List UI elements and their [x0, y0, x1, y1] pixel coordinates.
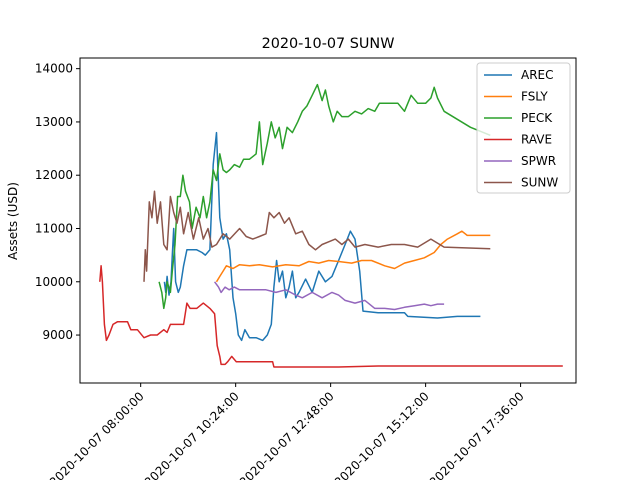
series-line-rave	[99, 265, 563, 368]
x-tick-label: 2020-10-07 17:36:00	[427, 389, 527, 480]
x-tick-label: 2020-10-07 15:12:00	[332, 389, 432, 480]
x-tick-label: 2020-10-07 10:24:00	[142, 389, 242, 480]
y-axis-label: Assets (USD)	[6, 182, 20, 260]
series-line-spwr	[213, 281, 445, 311]
series-line-arec	[163, 131, 481, 342]
legend-label-arec: AREC	[521, 68, 554, 82]
y-tick-label: 12000	[35, 168, 73, 182]
legend: AREC FSLY PECK RAVE SPWR SUNW	[476, 62, 571, 194]
y-tick-label: 14000	[35, 62, 73, 76]
x-tick-label: 2020-10-07 12:48:00	[237, 389, 337, 480]
y-axis: 9000 10000 11000 12000 13000 14000	[35, 62, 80, 342]
y-tick-label: 10000	[35, 275, 73, 289]
series-line-sunw	[143, 190, 491, 282]
legend-label-rave: RAVE	[521, 133, 552, 147]
legend-label-sunw: SUNW	[521, 176, 558, 190]
plot-frame	[79, 57, 577, 384]
legend-label-peck: PECK	[521, 111, 553, 125]
series-line-peck	[158, 83, 491, 310]
y-tick-label: 13000	[35, 115, 73, 129]
legend-box	[476, 62, 571, 194]
series-line-fsly	[215, 230, 491, 283]
plot-area	[99, 83, 563, 368]
chart-title: 2020-10-07 SUNW	[262, 36, 395, 52]
x-tick-label: 2020-10-07 08:00:00	[47, 389, 147, 480]
legend-label-fsly: FSLY	[521, 90, 548, 104]
y-tick-label: 9000	[42, 328, 73, 342]
y-tick-label: 11000	[35, 221, 73, 235]
legend-label-spwr: SPWR	[521, 154, 556, 168]
